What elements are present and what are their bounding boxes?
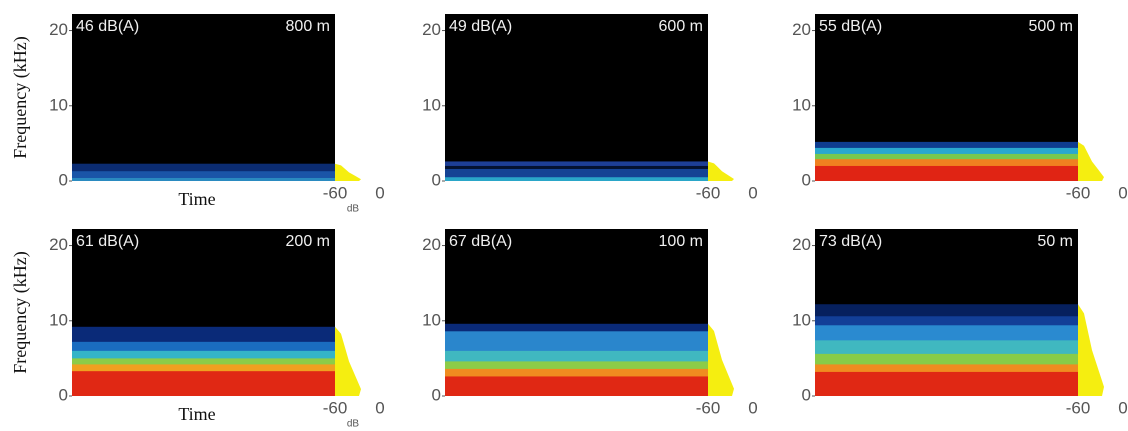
spectrum-tick-label: 0 [748,398,757,417]
spectrum-area [335,163,361,181]
frequency-band [72,177,335,181]
y-tick-label: 0 [802,385,811,404]
y-tick-label: 0 [802,170,811,189]
spectrum-tick-label: 0 [1118,398,1127,417]
spectrum-area [335,326,361,396]
y-tick-label: 20 [422,235,441,254]
frequency-band [445,177,708,181]
spectrogram-background [72,14,335,181]
spectrum-tick-label: 0 [748,183,757,202]
y-tick-label: 0 [432,170,441,189]
spectrum-area [708,323,734,396]
spectrum-tick-label: -60 [696,183,721,202]
spectrum-tick-label: -60 [323,183,348,202]
spectrum-tick-label: 0 [375,398,384,417]
x-axis-label: Time [178,404,215,424]
spectrum-area [708,161,734,181]
distance-label: 50 m [1037,233,1073,250]
level-label: 73 dB(A) [819,233,882,250]
y-tick-label: 0 [432,385,441,404]
spectrogram-background [445,14,708,181]
spectrum-tick-label: -60 [696,398,721,417]
distance-label: 500 m [1029,18,1073,35]
y-axis-label: Frequency (kHz) [10,251,31,373]
y-tick-label: 20 [792,235,811,254]
spectrum-unit: dB [347,204,360,215]
spectrum-tick-label: -60 [323,398,348,417]
y-tick-label: 20 [49,20,68,39]
spectrum-area [1078,304,1104,396]
level-label: 67 dB(A) [449,233,512,250]
y-tick-label: 20 [792,20,811,39]
level-label: 46 dB(A) [76,18,139,35]
y-tick-label: 10 [792,310,811,329]
y-tick-label: 10 [49,310,68,329]
level-label: 49 dB(A) [449,18,512,35]
y-tick-label: 10 [422,310,441,329]
level-label: 55 dB(A) [819,18,882,35]
distance-label: 200 m [286,233,330,250]
frequency-band [815,165,1078,181]
distance-label: 600 m [659,18,703,35]
y-tick-label: 20 [422,20,441,39]
level-label: 61 dB(A) [76,233,139,250]
frequency-band [445,376,708,396]
y-tick-label: 10 [422,95,441,114]
y-tick-label: 0 [59,170,68,189]
distance-label: 800 m [286,18,330,35]
spectrum-tick-label: -60 [1066,183,1091,202]
spectrum-area [1078,141,1104,181]
spectrum-unit: dB [347,419,360,430]
y-axis-label: Frequency (kHz) [10,36,31,158]
frequency-band [815,371,1078,396]
spectrum-tick-label: 0 [375,183,384,202]
spectrum-tick-label: 0 [1118,183,1127,202]
x-axis-label: Time [178,189,215,209]
distance-label: 100 m [659,233,703,250]
y-tick-label: 10 [49,95,68,114]
frequency-band [72,371,335,396]
spectrum-tick-label: -60 [1066,398,1091,417]
y-tick-label: 20 [49,235,68,254]
frequency-band [72,171,335,181]
y-tick-label: 0 [59,385,68,404]
y-tick-label: 10 [792,95,811,114]
